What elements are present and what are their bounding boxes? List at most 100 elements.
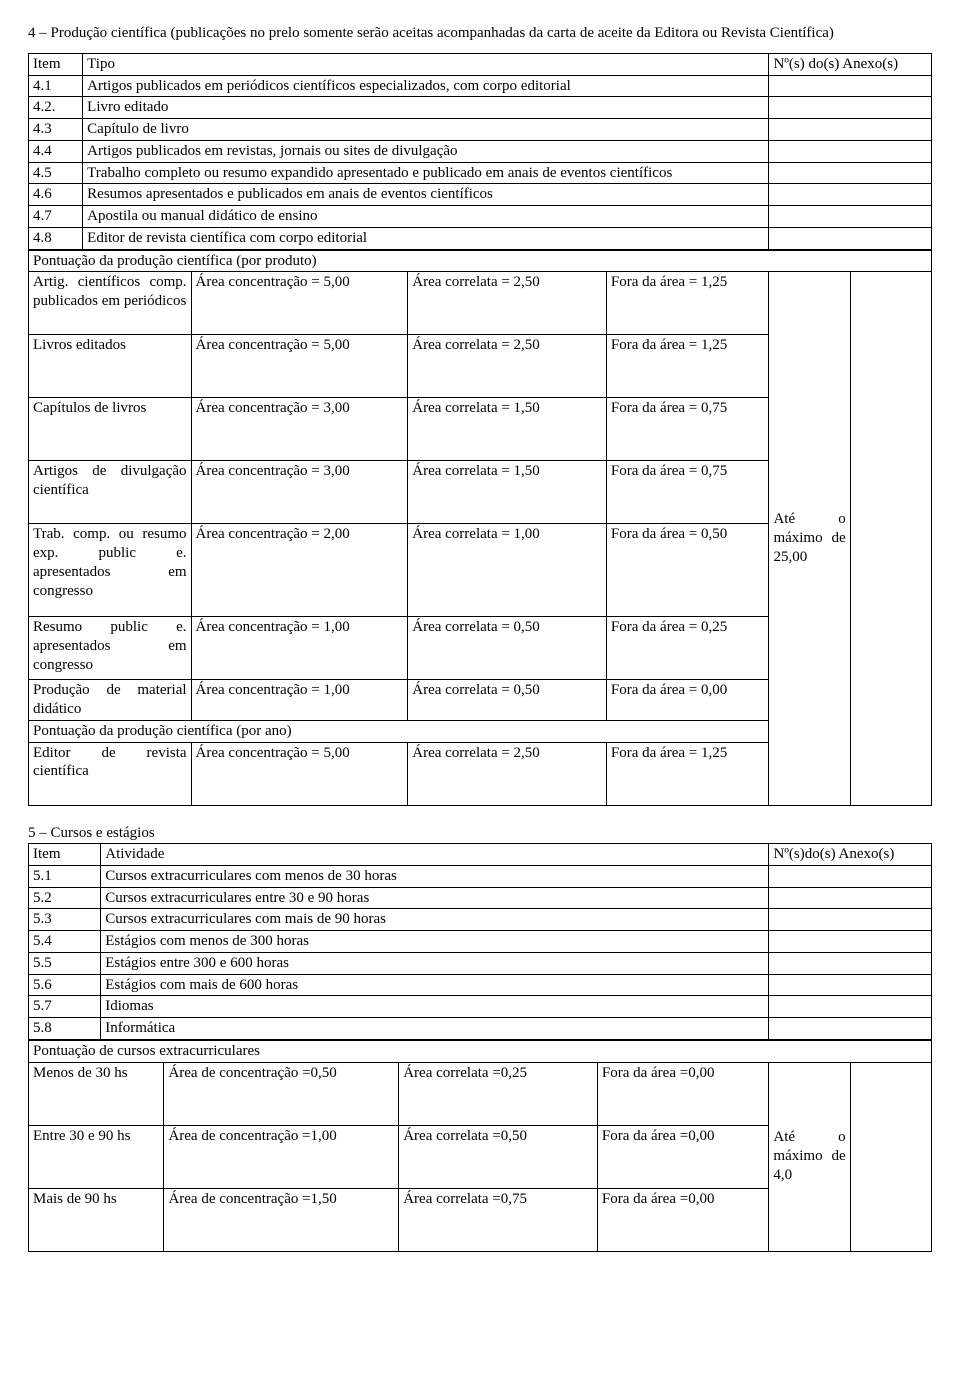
row-c3: Fora da área = 1,25 (606, 272, 769, 335)
row-num: 5.4 (29, 931, 101, 953)
row-c1: Área concentração = 3,00 (191, 461, 408, 524)
row-text: Idiomas (101, 996, 769, 1018)
scoring-header: Pontuação de cursos extracurriculares (29, 1040, 932, 1062)
row-c3: Fora da área = 0,50 (606, 524, 769, 617)
section4-title: 4 – Produção científica (publicações no … (28, 24, 932, 43)
row-c3: Fora da área =0,00 (597, 1062, 769, 1125)
row-c3: Fora da área =0,00 (597, 1125, 769, 1188)
row-label: Menos de 30 hs (29, 1062, 164, 1125)
row-c1: Área de concentração =1,00 (164, 1125, 399, 1188)
row-c2: Área correlata = 1,50 (408, 398, 607, 461)
row-label: Trab. comp. ou resumo exp. public e. apr… (29, 524, 192, 617)
row-text: Estágios com mais de 600 horas (101, 974, 769, 996)
section5-scoring: Pontuação de cursos extracurriculares Me… (28, 1040, 932, 1252)
row-text: Capítulo de livro (83, 119, 769, 141)
row-c1: Área concentração = 5,00 (191, 742, 408, 805)
row-anexo (769, 140, 932, 162)
section5-table: Item Atividade Nº(s)do(s) Anexo(s) 5.1Cu… (28, 843, 932, 1040)
row-c2: Área correlata =0,25 (399, 1062, 598, 1125)
row-num: 5.5 (29, 952, 101, 974)
row-text: Cursos extracurriculares entre 30 e 90 h… (101, 887, 769, 909)
row-num: 4.2. (29, 97, 83, 119)
row-c3: Fora da área =0,00 (597, 1188, 769, 1251)
col-atividade: Atividade (101, 844, 769, 866)
section4-scoring: Pontuação da produção científica (por pr… (28, 250, 932, 806)
row-text: Estágios entre 300 e 600 horas (101, 952, 769, 974)
row-num: 4.3 (29, 119, 83, 141)
row-c2: Área correlata = 2,50 (408, 335, 607, 398)
section5-title: 5 – Cursos e estágios (28, 824, 932, 843)
row-c3: Fora da área = 1,25 (606, 335, 769, 398)
row-label: Entre 30 e 90 hs (29, 1125, 164, 1188)
row-c1: Área concentração = 5,00 (191, 272, 408, 335)
row-num: 4.7 (29, 206, 83, 228)
col-anexo: Nº(s) do(s) Anexo(s) (769, 53, 932, 75)
row-c2: Área correlata = 1,50 (408, 461, 607, 524)
row-num: 5.8 (29, 1018, 101, 1040)
row-text: Artigos publicados em periódicos científ… (83, 75, 769, 97)
max-cell: Até o máximo de 4,0 (769, 1062, 850, 1251)
row-text: Cursos extracurriculares com mais de 90 … (101, 909, 769, 931)
row-c3: Fora da área = 0,00 (606, 680, 769, 721)
row-c1: Área concentração = 1,00 (191, 617, 408, 680)
row-text: Informática (101, 1018, 769, 1040)
row-anexo (769, 865, 932, 887)
row-anexo (769, 119, 932, 141)
row-anexo (769, 184, 932, 206)
row-text: Trabalho completo ou resumo expandido ap… (83, 162, 769, 184)
row-anexo (769, 909, 932, 931)
row-text: Apostila ou manual didático de ensino (83, 206, 769, 228)
row-num: 5.7 (29, 996, 101, 1018)
row-c2: Área correlata =0,75 (399, 1188, 598, 1251)
row-num: 4.4 (29, 140, 83, 162)
row-c2: Área correlata = 2,50 (408, 272, 607, 335)
row-anexo (769, 931, 932, 953)
row-label: Resumo public e. apresentados em congres… (29, 617, 192, 680)
empty-cell (850, 272, 931, 805)
row-anexo (769, 162, 932, 184)
row-c2: Área correlata = 0,50 (408, 617, 607, 680)
row-num: 5.6 (29, 974, 101, 996)
row-text: Livro editado (83, 97, 769, 119)
row-anexo (769, 75, 932, 97)
empty-cell (850, 1062, 931, 1251)
row-label: Artig. científicos comp. publicados em p… (29, 272, 192, 335)
row-num: 4.8 (29, 227, 83, 249)
row-text: Cursos extracurriculares com menos de 30… (101, 865, 769, 887)
row-anexo (769, 887, 932, 909)
row-text: Estágios com menos de 300 horas (101, 931, 769, 953)
col-item: Item (29, 53, 83, 75)
row-anexo (769, 952, 932, 974)
row-anexo (769, 974, 932, 996)
row-num: 4.6 (29, 184, 83, 206)
row-c1: Área concentração = 1,00 (191, 680, 408, 721)
row-anexo (769, 227, 932, 249)
row-anexo (769, 206, 932, 228)
row-anexo (769, 1018, 932, 1040)
row-c1: Área concentração = 3,00 (191, 398, 408, 461)
row-num: 5.1 (29, 865, 101, 887)
row-text: Artigos publicados em revistas, jornais … (83, 140, 769, 162)
row-num: 5.3 (29, 909, 101, 931)
row-num: 5.2 (29, 887, 101, 909)
scoring-header: Pontuação da produção científica (por pr… (29, 250, 932, 272)
row-c1: Área de concentração =0,50 (164, 1062, 399, 1125)
row-c3: Fora da área = 1,25 (606, 742, 769, 805)
row-label: Produção de material didático (29, 680, 192, 721)
row-c2: Área correlata = 2,50 (408, 742, 607, 805)
col-item: Item (29, 844, 101, 866)
row-c3: Fora da área = 0,75 (606, 398, 769, 461)
row-num: 4.1 (29, 75, 83, 97)
row-label: Capítulos de livros (29, 398, 192, 461)
row-label: Mais de 90 hs (29, 1188, 164, 1251)
row-text: Resumos apresentados e publicados em ana… (83, 184, 769, 206)
row-label: Editor de revista científica (29, 742, 192, 805)
row-c3: Fora da área = 0,25 (606, 617, 769, 680)
row-anexo (769, 97, 932, 119)
scoring-header2: Pontuação da produção científica (por an… (29, 720, 769, 742)
row-text: Editor de revista científica com corpo e… (83, 227, 769, 249)
row-anexo (769, 996, 932, 1018)
row-c1: Área de concentração =1,50 (164, 1188, 399, 1251)
col-anexo: Nº(s)do(s) Anexo(s) (769, 844, 932, 866)
row-c1: Área concentração = 5,00 (191, 335, 408, 398)
